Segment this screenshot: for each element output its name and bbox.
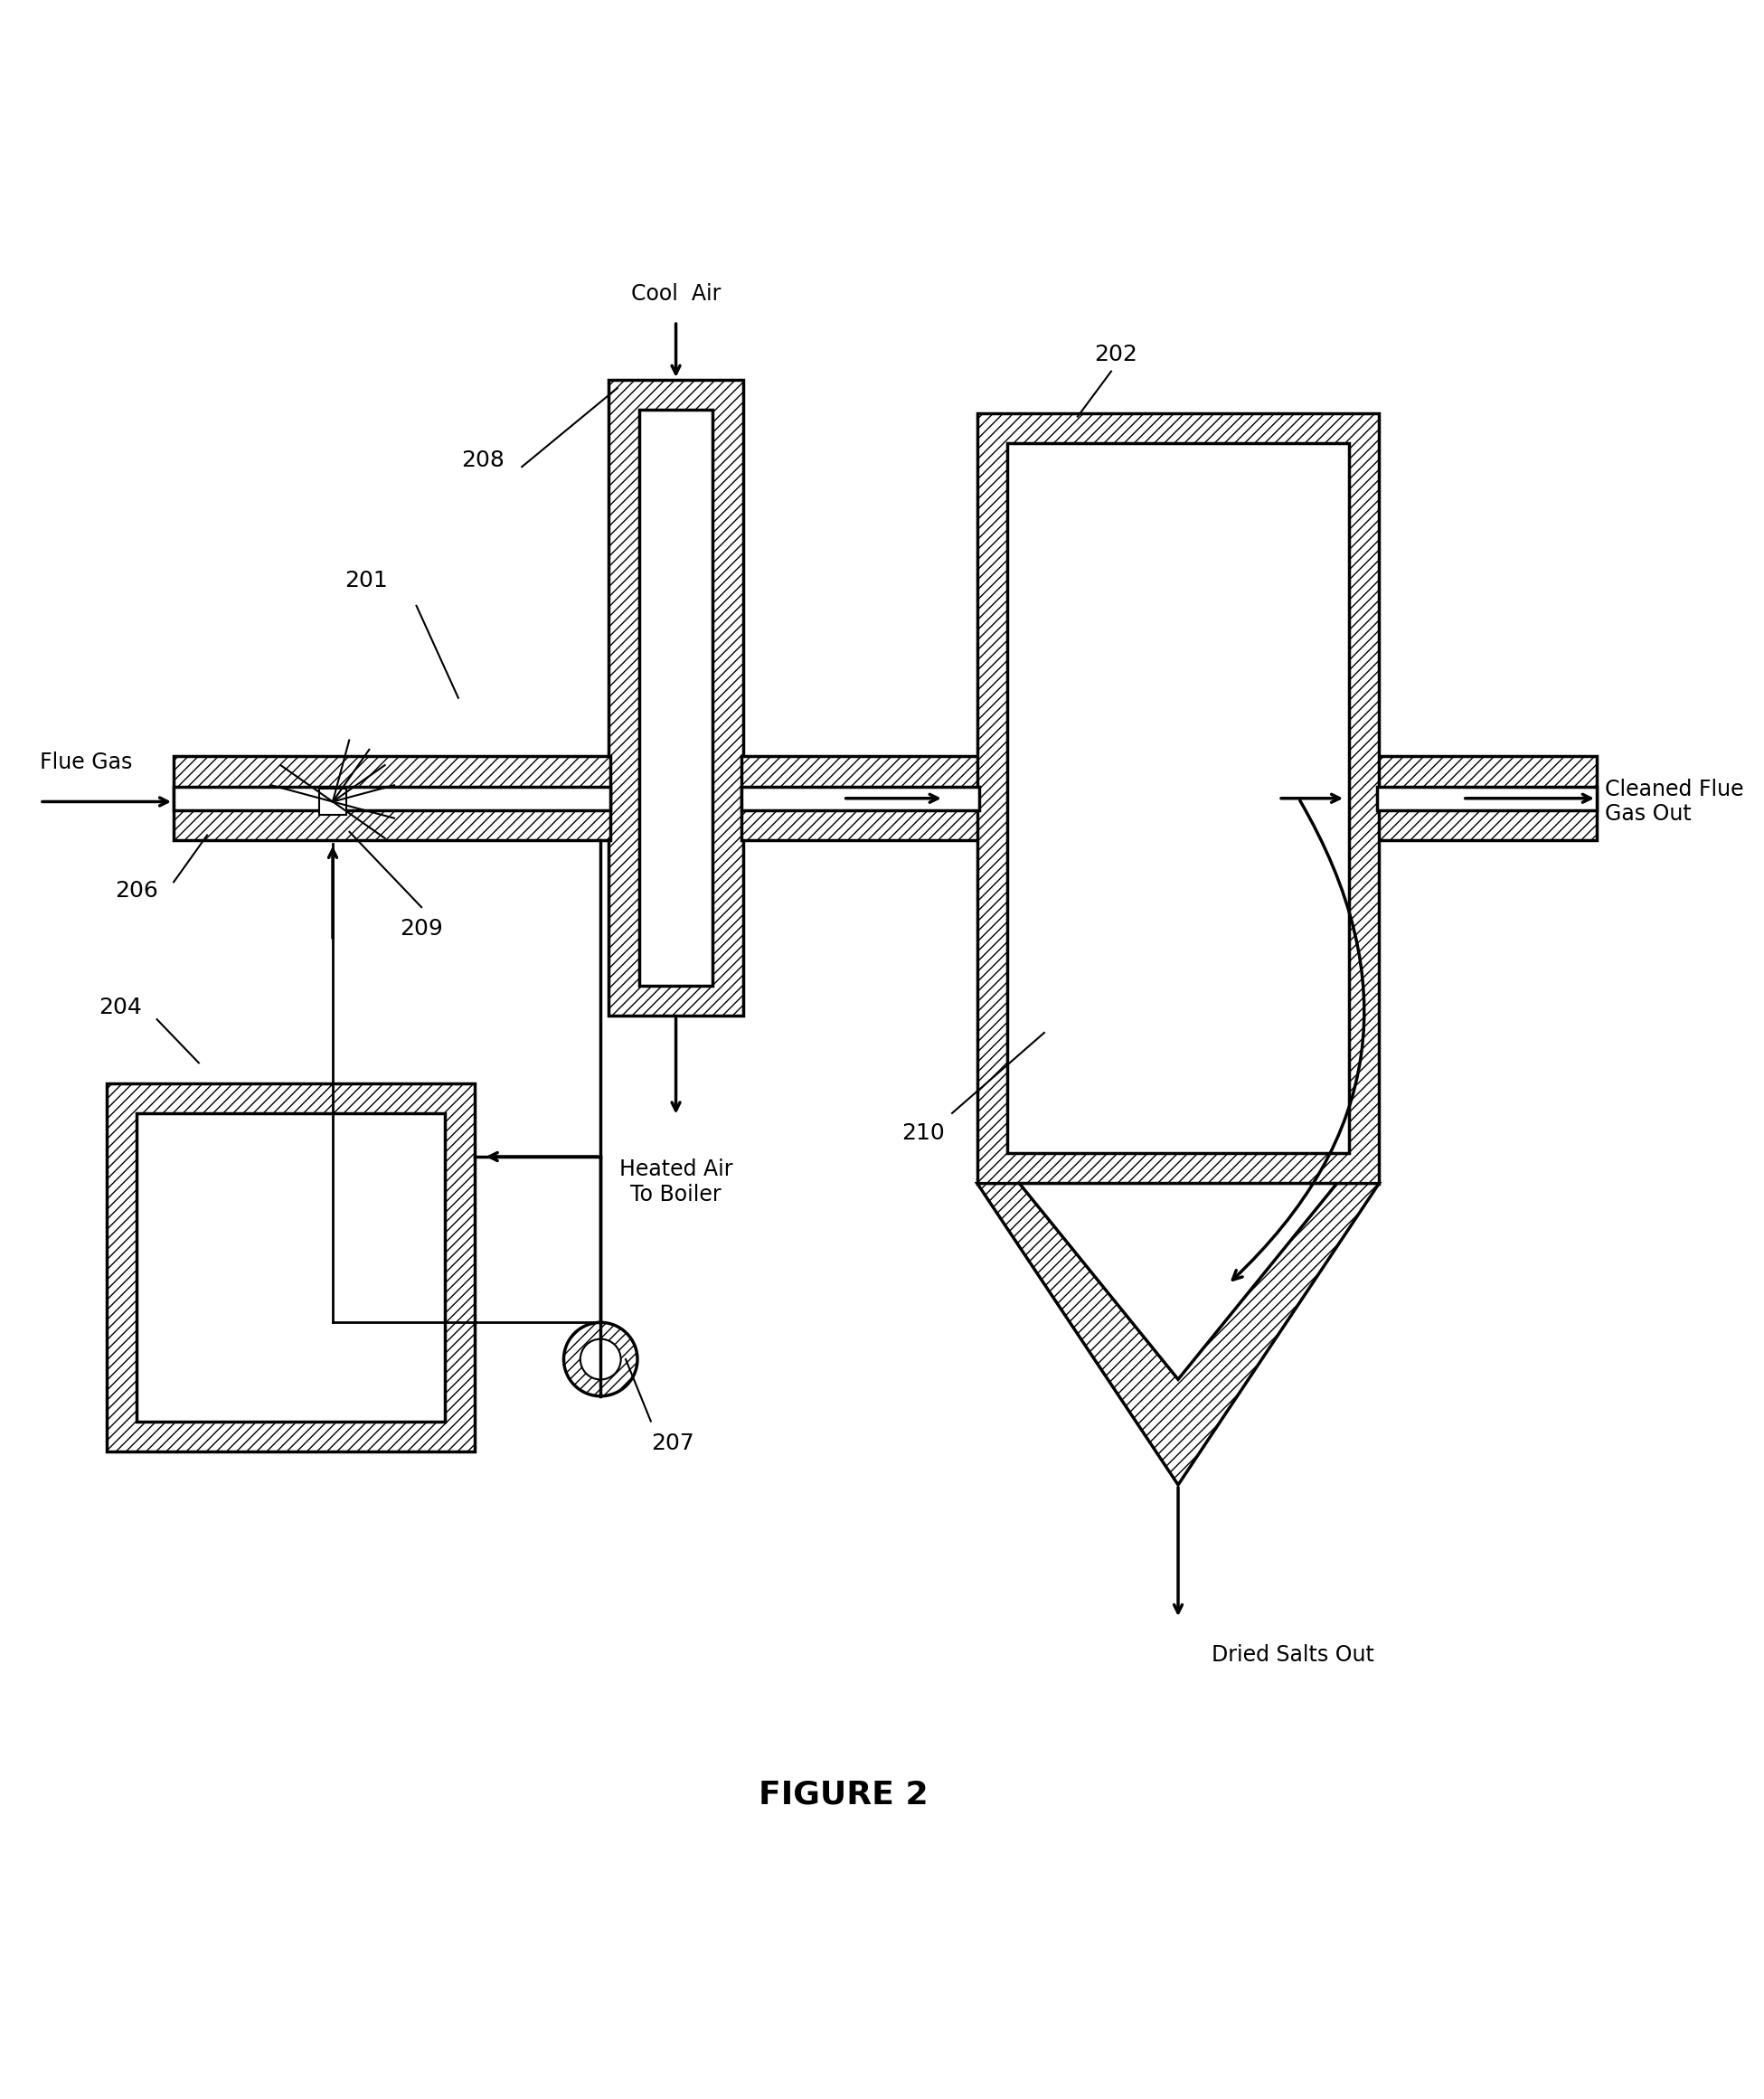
Polygon shape <box>138 1112 445 1421</box>
Polygon shape <box>639 409 713 987</box>
Text: 201: 201 <box>344 569 388 592</box>
Polygon shape <box>1007 443 1349 1152</box>
Text: Bisulfite
Solution: Bisulfite Solution <box>247 1245 335 1291</box>
Polygon shape <box>977 1184 1379 1484</box>
FancyArrowPatch shape <box>1233 800 1364 1280</box>
Bar <box>319 789 346 814</box>
Text: 206: 206 <box>115 879 159 900</box>
Polygon shape <box>977 414 1379 1184</box>
Text: Cool  Air: Cool Air <box>632 283 721 304</box>
Bar <box>741 787 979 810</box>
Bar <box>173 756 610 840</box>
Bar <box>1378 787 1596 810</box>
Text: 204: 204 <box>99 997 141 1018</box>
Polygon shape <box>108 1083 475 1450</box>
Text: 208: 208 <box>462 449 505 470</box>
Text: Dried Salts Out: Dried Salts Out <box>1212 1644 1374 1667</box>
Bar <box>1378 756 1596 840</box>
Text: FIGURE 2: FIGURE 2 <box>759 1780 928 1809</box>
Bar <box>741 756 979 840</box>
Bar <box>173 787 610 810</box>
Text: Flue Gas: Flue Gas <box>41 751 132 772</box>
Text: 207: 207 <box>651 1432 693 1455</box>
Circle shape <box>580 1339 621 1379</box>
Bar <box>173 756 610 840</box>
Circle shape <box>564 1322 637 1396</box>
Text: 202: 202 <box>1094 344 1138 365</box>
Polygon shape <box>1020 1184 1337 1379</box>
Text: Heated Air
To Boiler: Heated Air To Boiler <box>619 1159 732 1205</box>
Text: Cleaned Flue
Gas Out: Cleaned Flue Gas Out <box>1605 779 1745 825</box>
Polygon shape <box>609 380 743 1016</box>
Text: 209: 209 <box>400 917 443 940</box>
Bar <box>1378 756 1596 840</box>
Bar <box>741 756 979 840</box>
Text: 210: 210 <box>901 1123 946 1144</box>
